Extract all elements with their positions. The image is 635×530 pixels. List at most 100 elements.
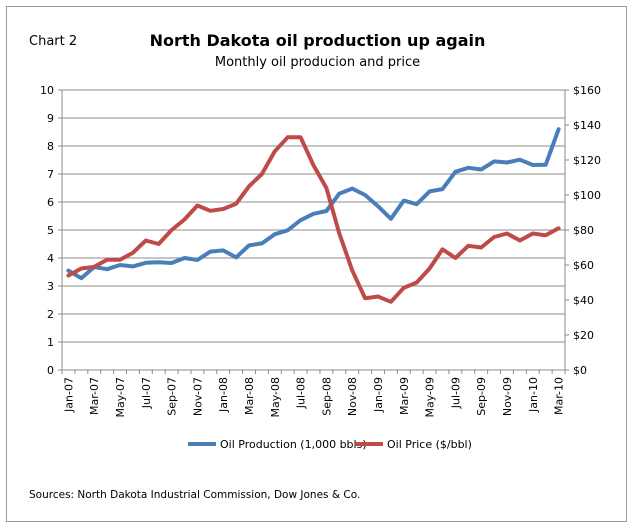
data-point-oil-production (157, 260, 161, 264)
chart-subtitle: Monthly oil producion and price (214, 55, 421, 70)
data-point-oil-production (531, 163, 535, 167)
data-point-oil-price (260, 172, 264, 176)
data-point-oil-price (299, 135, 303, 139)
data-point-oil-price (350, 268, 354, 272)
y-left-tick-label: 6 (47, 196, 54, 209)
data-point-oil-production (131, 264, 135, 268)
data-point-oil-price (531, 232, 535, 236)
x-tick-label: Nov-08 (346, 377, 359, 416)
y-left-tick-label: 9 (47, 112, 54, 125)
data-point-oil-production (324, 209, 328, 213)
chart-frame (6, 6, 627, 522)
y-left-tick-label: 4 (47, 252, 54, 265)
data-point-oil-production (376, 204, 380, 208)
data-point-oil-price (505, 232, 509, 236)
data-point-oil-production (299, 218, 303, 222)
x-tick-label: Mar-07 (88, 377, 101, 415)
data-point-oil-production (170, 261, 174, 265)
y-left-tick-label: 5 (47, 224, 54, 237)
data-point-oil-production (492, 159, 496, 163)
data-point-oil-price (389, 300, 393, 304)
data-point-oil-price (144, 239, 148, 243)
x-tick-label: Nov-09 (501, 377, 514, 416)
data-point-oil-production (66, 269, 70, 273)
y-left-tick-label: 1 (47, 336, 54, 349)
data-point-oil-price (518, 239, 522, 243)
data-point-oil-production (428, 189, 432, 193)
data-point-oil-production (144, 261, 148, 265)
data-point-oil-price (492, 235, 496, 239)
data-point-oil-production (183, 256, 187, 260)
y-right-tick-label: $120 (573, 154, 601, 167)
data-point-oil-price (402, 286, 406, 290)
x-tick-label: Sep-09 (475, 377, 488, 416)
data-point-oil-production (557, 127, 561, 131)
x-tick-label: Nov-07 (191, 377, 204, 416)
data-point-oil-price (183, 218, 187, 222)
data-point-oil-price (221, 207, 225, 211)
data-point-oil-price (324, 186, 328, 190)
source-note: Sources: North Dakota Industrial Commiss… (29, 489, 361, 501)
x-tick-label: Sep-08 (320, 377, 333, 416)
data-point-oil-production (518, 158, 522, 162)
data-point-oil-price (286, 135, 290, 139)
data-point-oil-production (402, 199, 406, 203)
y-right-tick-label: $100 (573, 189, 601, 202)
data-point-oil-production (105, 267, 109, 271)
x-tick-label: Jul-07 (140, 377, 153, 409)
y-left-tick-label: 2 (47, 308, 54, 321)
y-right-tick-label: $60 (573, 259, 594, 272)
y-left-tick-label: 3 (47, 280, 54, 293)
data-point-oil-production (337, 192, 341, 196)
y-right-tick-label: $20 (573, 329, 594, 342)
series-line-oil-production (66, 127, 561, 281)
data-point-oil-price (312, 163, 316, 167)
data-point-oil-production (466, 166, 470, 170)
data-point-oil-price (195, 204, 199, 208)
y-right-tick-label: $140 (573, 119, 601, 132)
data-point-oil-price (234, 202, 238, 206)
data-point-oil-price (453, 256, 457, 260)
data-point-oil-price (479, 246, 483, 250)
data-point-oil-production (312, 212, 316, 216)
data-point-oil-production (208, 250, 212, 254)
chart-title: North Dakota oil production up again (149, 31, 486, 50)
data-point-oil-price (337, 232, 341, 236)
data-point-oil-production (195, 258, 199, 262)
data-point-oil-production (415, 202, 419, 206)
x-tick-label: Mar-10 (553, 377, 566, 415)
data-point-oil-price (376, 295, 380, 299)
data-point-oil-price (157, 242, 161, 246)
x-tick-label: Jan-10 (527, 377, 540, 413)
data-point-oil-price (247, 184, 251, 188)
x-tick-label: May-08 (269, 377, 282, 418)
x-tick-label: Mar-08 (243, 377, 256, 415)
data-point-oil-production (118, 263, 122, 267)
data-point-oil-production (273, 232, 277, 236)
data-point-oil-price (92, 265, 96, 269)
x-tick-label: Jan-08 (217, 377, 230, 413)
data-point-oil-price (415, 281, 419, 285)
data-point-oil-price (208, 209, 212, 213)
chart-label: Chart 2 (29, 34, 78, 49)
data-point-oil-production (505, 161, 509, 165)
y-left-tick-label: 10 (40, 84, 54, 97)
data-point-oil-price (131, 251, 135, 255)
data-point-oil-price (118, 258, 122, 262)
y-right-tick-label: $40 (573, 294, 594, 307)
data-point-oil-production (260, 241, 264, 245)
data-point-oil-production (221, 248, 225, 252)
y-left-tick-label: 8 (47, 140, 54, 153)
data-point-oil-production (440, 187, 444, 191)
legend-item-oil-production-label: Oil Production (1,000 bbls) (220, 438, 367, 451)
y-right-tick-label: $0 (573, 364, 587, 377)
x-tick-label: May-07 (114, 377, 127, 418)
x-tick-label: Jan-07 (62, 377, 75, 413)
data-point-oil-production (247, 243, 251, 247)
data-point-oil-production (453, 170, 457, 174)
x-tick-label: Jan-09 (372, 377, 385, 413)
data-point-oil-production (363, 193, 367, 197)
y-right-tick-label: $80 (573, 224, 594, 237)
data-point-oil-production (479, 168, 483, 172)
